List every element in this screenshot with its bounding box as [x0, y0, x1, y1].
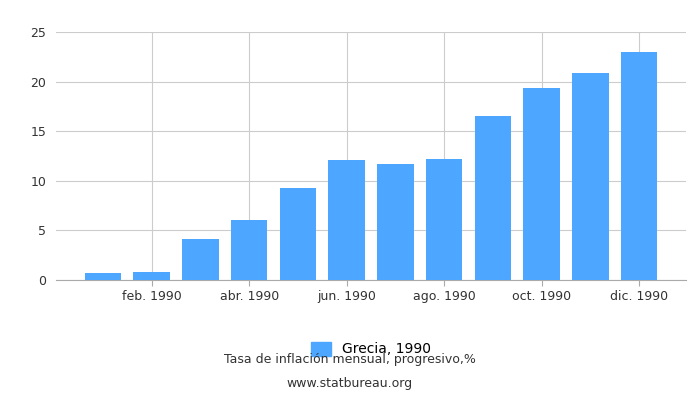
Bar: [426, 159, 463, 280]
Bar: [328, 160, 365, 280]
Bar: [231, 220, 267, 280]
Bar: [279, 188, 316, 280]
Bar: [85, 273, 121, 280]
Legend: Grecia, 1990: Grecia, 1990: [311, 342, 431, 356]
Bar: [572, 73, 608, 280]
Bar: [621, 52, 657, 280]
Bar: [182, 239, 218, 280]
Text: Tasa de inflación mensual, progresivo,%: Tasa de inflación mensual, progresivo,%: [224, 354, 476, 366]
Bar: [377, 164, 414, 280]
Bar: [475, 116, 511, 280]
Bar: [524, 88, 560, 280]
Text: www.statbureau.org: www.statbureau.org: [287, 378, 413, 390]
Bar: [134, 272, 170, 280]
